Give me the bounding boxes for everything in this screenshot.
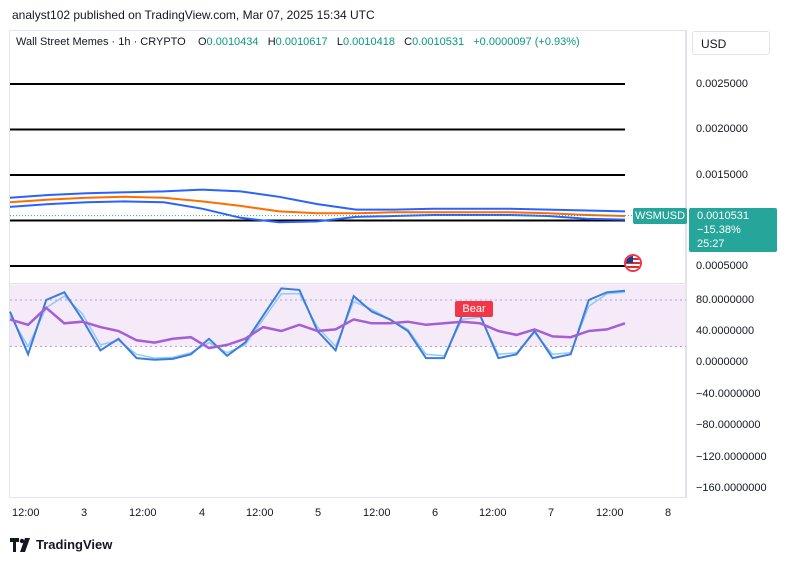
price-tick-label: 0.0005000 [696,260,748,272]
currency-button[interactable]: USD [692,31,770,55]
time-tick-label: 12:00 [596,507,624,519]
time-tick-label: 8 [665,507,672,519]
bear-signal-label: Bear [455,301,493,317]
bollinger-lower-line [9,200,626,224]
osc-tick-label: −160.0000000 [696,482,767,494]
low-value: 0.0010418 [342,36,395,48]
time-tick-label: 5 [315,507,322,519]
high-value: 0.0010617 [275,36,328,48]
ticker-tag: WSMUSD [633,208,687,224]
osc-tick-label: 0.0000000 [696,356,748,368]
symbol-legend: Wall Street Memes · 1h · CRYPTO O0.00104… [16,36,580,48]
brand-name: TradingView [36,537,113,552]
rsi-line [9,306,626,350]
brand-logo[interactable]: TradingView [10,537,112,552]
symbol-name[interactable]: Wall Street Memes · 1h · CRYPTO [16,36,186,48]
tradingview-logo-icon [10,537,30,552]
last-price-box: 0.0010531 −15.38% 25:27 [689,208,777,252]
moving-average-line [9,195,626,217]
osc-tick-label: 40.0000000 [696,325,755,337]
change-value: +0.0000097 (+0.93%) [473,36,580,48]
price-tick-label: 0.0015000 [696,169,748,181]
bar-countdown: 25:27 [697,238,725,250]
time-tick-label: 3 [81,507,88,519]
osc-tick-label: 80.0000000 [696,294,755,306]
time-tick-label: 12:00 [129,507,157,519]
price-tick-label: 0.0020000 [696,123,748,135]
time-tick-label: 7 [548,507,555,519]
time-tick-label: 12:00 [12,507,40,519]
open-value: 0.0010434 [206,36,259,48]
osc-tick-label: −40.0000000 [696,388,761,400]
time-tick-label: 12:00 [246,507,274,519]
publisher-line: analyst102 published on TradingView.com,… [12,8,375,22]
bollinger-upper-line [9,188,626,213]
osc-tick-label: −120.0000000 [696,451,767,463]
last-change-pct: −15.38% [697,224,741,236]
chart-frame [9,30,686,498]
open-label: O [197,36,207,48]
time-tick-label: 12:00 [479,507,507,519]
pane-divider[interactable] [9,283,686,284]
us-flag-icon[interactable] [624,254,642,272]
time-tick-label: 6 [432,507,439,519]
low-label: L [336,36,343,48]
price-tick-label: 0.0025000 [696,78,748,90]
close-label: C [404,36,413,48]
time-tick-label: 4 [199,507,206,519]
price-axis-divider [686,30,687,498]
close-value: 0.0010531 [412,36,465,48]
time-tick-label: 12:00 [363,507,391,519]
high-label: H [267,36,276,48]
osc-tick-label: −80.0000000 [696,419,761,431]
last-price: 0.0010531 [697,210,749,222]
